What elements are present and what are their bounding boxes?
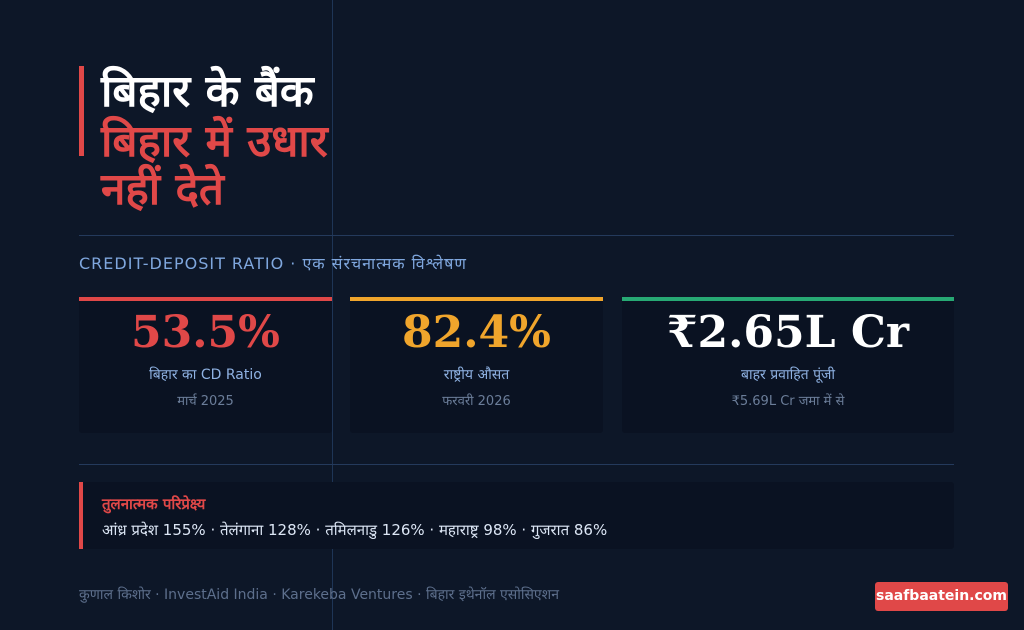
comparison-title: तुलनात्मक परिप्रेक्ष्य <box>102 495 206 513</box>
stat-value: ₹2.65L Cr <box>666 307 910 358</box>
top-divider <box>79 235 954 236</box>
section-subtitle: CREDIT-DEPOSIT RATIO · एक संरचनात्मक विश… <box>79 254 467 273</box>
stat-card-accent-bar <box>622 297 954 301</box>
website-badge[interactable]: saafbaatein.com <box>875 582 1008 611</box>
footer-credits: कुणाल किशोर · InvestAid India · Karekeba… <box>79 587 559 603</box>
stat-card-accent-bar <box>350 297 603 301</box>
middle-divider <box>79 464 954 465</box>
stat-label: राष्ट्रीय औसत <box>443 367 510 383</box>
stat-card-national-average: 82.4% राष्ट्रीय औसत फरवरी 2026 <box>350 297 603 433</box>
stat-card-bihar-cd-ratio: 53.5% बिहार का CD Ratio मार्च 2025 <box>79 297 332 433</box>
stat-label: बाहर प्रवाहित पूंजी <box>740 367 836 383</box>
headline-secondary: बिहार में उधार नहीं देते <box>101 116 328 215</box>
stat-sublabel: ₹5.69L Cr जमा में से <box>731 394 845 409</box>
stat-card-accent-bar <box>79 297 332 301</box>
comparison-text: आंध्र प्रदेश 155% · तेलंगाना 128% · तमिल… <box>102 521 608 539</box>
headline-primary: बिहार के बैंक <box>101 66 314 117</box>
title-accent-bar <box>79 66 84 156</box>
comparison-box: तुलनात्मक परिप्रेक्ष्य आंध्र प्रदेश 155%… <box>79 482 954 549</box>
stat-card-capital-outflow: ₹2.65L Cr बाहर प्रवाहित पूंजी ₹5.69L Cr … <box>622 297 954 433</box>
stat-value: 82.4% <box>402 307 551 358</box>
stat-sublabel: मार्च 2025 <box>177 394 234 409</box>
stat-sublabel: फरवरी 2026 <box>442 394 511 409</box>
stat-value: 53.5% <box>131 307 280 358</box>
comparison-accent-bar <box>79 482 83 549</box>
stat-label: बिहार का CD Ratio <box>149 367 262 383</box>
vertical-guide-line <box>332 0 333 630</box>
